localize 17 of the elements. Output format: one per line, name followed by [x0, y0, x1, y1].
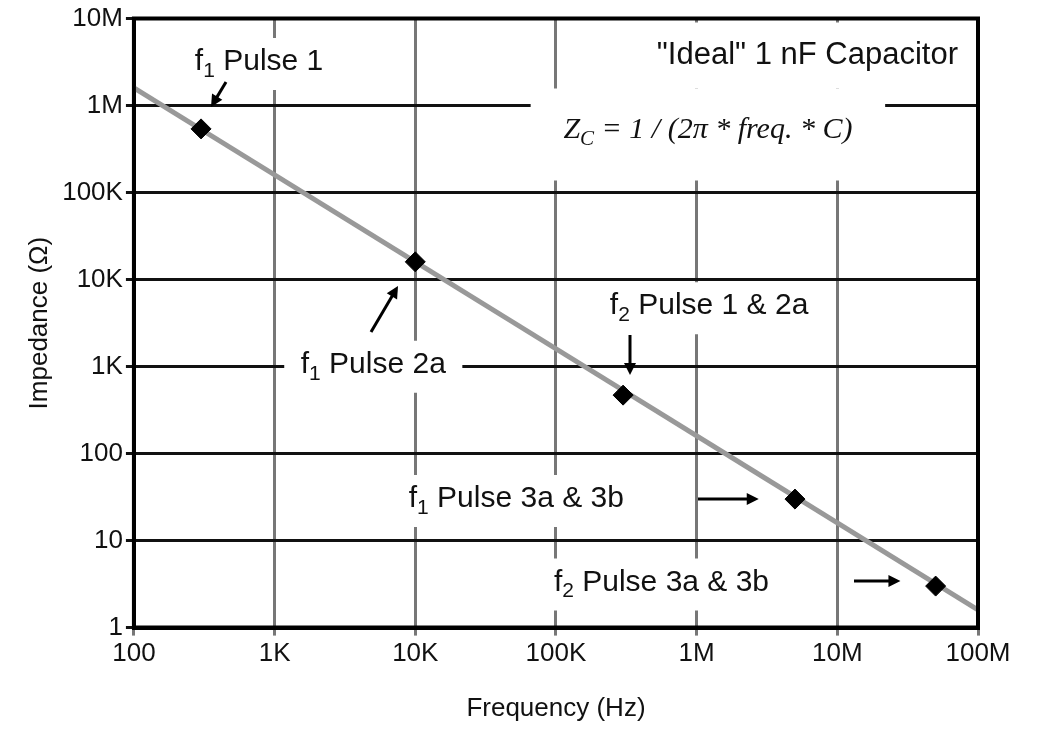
- x-tick-label: 1K: [258, 637, 292, 668]
- x-tick-label: 100K: [525, 637, 587, 668]
- y-tick-label: 1M: [86, 88, 123, 119]
- y-tick-label: 10K: [76, 262, 124, 293]
- x-tick-label: 1M: [678, 637, 715, 668]
- x-tick-label: 100M: [945, 637, 1011, 668]
- x-tick-label: 10M: [812, 637, 863, 668]
- y-tick-label: 100: [79, 436, 123, 467]
- y-tick-label: 1K: [91, 349, 124, 380]
- y-tick-label: 100K: [62, 175, 124, 206]
- x-tick-label: 10K: [392, 637, 440, 668]
- text: "Ideal" 1 nF Capacitor: [656, 36, 959, 72]
- x-axis-title: Frequency (Hz): [466, 691, 646, 722]
- y-tick-label: 10: [94, 523, 123, 554]
- y-tick-label: 1: [108, 610, 123, 641]
- y-axis-title: Impedance (Ω): [22, 236, 53, 410]
- y-tick-label: 10M: [72, 1, 123, 32]
